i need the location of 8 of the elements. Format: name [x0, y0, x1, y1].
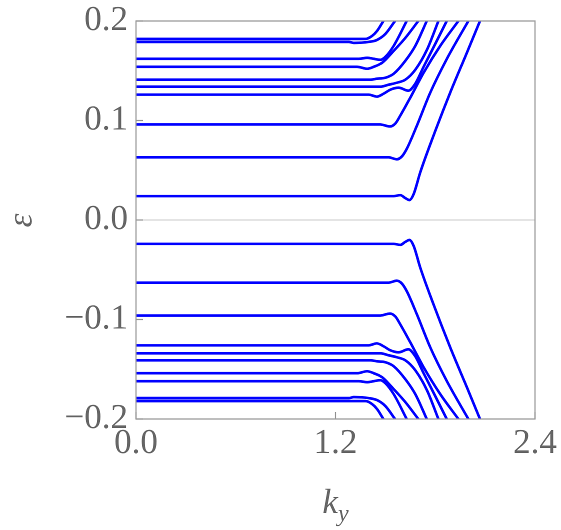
y-tick-label: 0.1: [84, 98, 128, 138]
y-axis-title: ε: [0, 213, 40, 227]
y-tick-label: −0.1: [64, 298, 128, 337]
y-tick-label: 0.0: [84, 198, 128, 238]
x-tick-label: 2.4: [513, 422, 557, 462]
x-axis-title: k$_{y}$: [321, 482, 350, 527]
y-tick-label: 0.2: [84, 0, 128, 38]
x-tick-label: 1.2: [314, 422, 358, 462]
